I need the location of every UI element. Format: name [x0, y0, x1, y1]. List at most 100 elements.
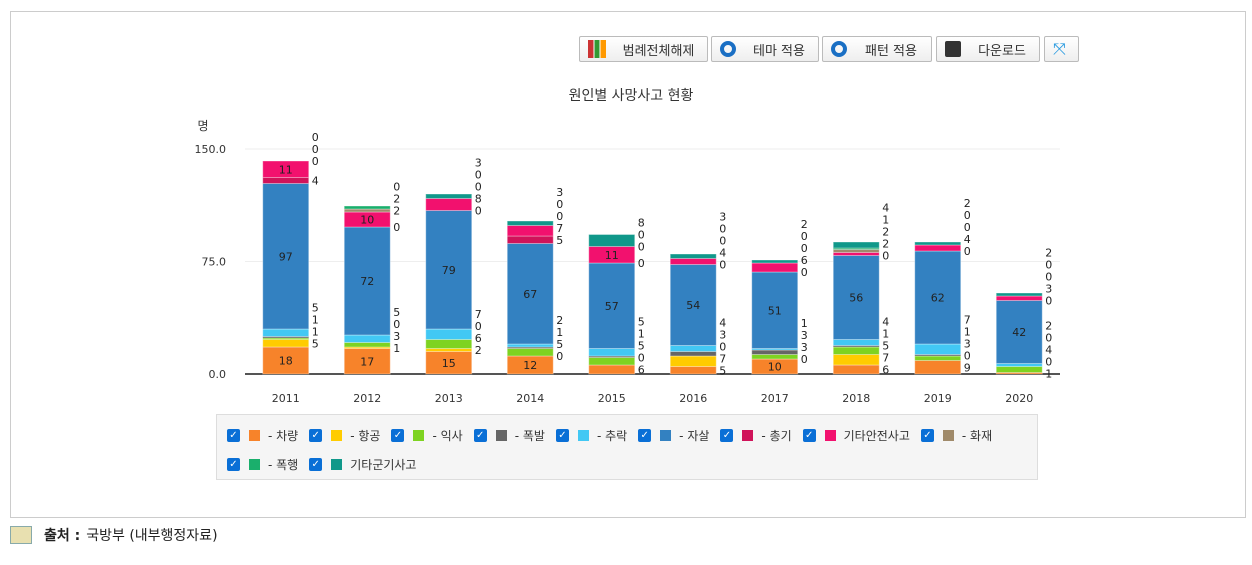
- bar-segment-익사[interactable]: [751, 354, 799, 360]
- bar-segment-폭발[interactable]: [751, 349, 799, 355]
- data-label: 57: [605, 300, 619, 313]
- data-label: 5: [638, 340, 645, 353]
- legend-item-총기[interactable]: ✓ - 총기: [720, 421, 792, 449]
- bar-segment-기타안전사고[interactable]: [914, 244, 962, 252]
- checkbox[interactable]: ✓: [227, 457, 240, 471]
- bar-segment-추락[interactable]: [914, 343, 962, 355]
- checkbox[interactable]: ✓: [227, 428, 240, 442]
- bar-segment-추락[interactable]: [669, 345, 717, 352]
- bar-segment-기타군기사고[interactable]: [669, 253, 717, 259]
- bar-segment-기타군기사고[interactable]: [832, 241, 880, 249]
- bar-segment-폭발[interactable]: [669, 351, 717, 357]
- bar-segment-차량[interactable]: [262, 346, 310, 375]
- bar-segment-익사[interactable]: [506, 348, 554, 357]
- bar-segment-항공[interactable]: [832, 354, 880, 366]
- apply-theme-button[interactable]: 테마 적용: [711, 36, 819, 62]
- checkbox[interactable]: ✓: [309, 457, 323, 471]
- bar-segment-기타군기사고[interactable]: [588, 234, 636, 247]
- data-label: 0: [719, 259, 726, 272]
- y-tick-label: 150.0: [195, 143, 227, 156]
- legend-swatch: [824, 429, 836, 441]
- bar-segment-기타안전사고[interactable]: [995, 295, 1043, 301]
- bar-segment-자살[interactable]: [588, 262, 636, 349]
- fullscreen-button[interactable]: ⤧: [1044, 36, 1079, 62]
- bar-segment-자살[interactable]: [995, 300, 1043, 364]
- bar-segment-익사[interactable]: [995, 366, 1043, 373]
- checkbox[interactable]: ✓: [920, 428, 934, 442]
- x-tick-label: 2013: [435, 392, 463, 405]
- legend-item-익사[interactable]: ✓ - 익사: [391, 421, 463, 449]
- bar-segment-추락[interactable]: [425, 328, 473, 340]
- bar-segment-항공[interactable]: [669, 355, 717, 367]
- checkbox[interactable]: ✓: [309, 428, 323, 442]
- bar-segment-기타군기사고[interactable]: [995, 292, 1043, 297]
- bar-segment-추락[interactable]: [262, 328, 310, 337]
- y-axis-label: 명: [197, 119, 208, 133]
- legend-toggle-all-button[interactable]: 범례전체해제: [579, 36, 708, 62]
- download-button[interactable]: 다운로드: [936, 36, 1040, 62]
- bar-segment-차량[interactable]: [669, 366, 717, 375]
- data-label: 0: [801, 353, 808, 366]
- bar-segment-차량[interactable]: [832, 364, 880, 375]
- bar-segment-기타군기사고[interactable]: [914, 241, 962, 246]
- legend-item-차량[interactable]: ✓ - 차량: [227, 421, 298, 449]
- bar-segment-익사[interactable]: [914, 355, 962, 361]
- bar-segment-기타안전사고[interactable]: [669, 258, 717, 265]
- bar-segment-기타군기사고[interactable]: [751, 259, 799, 264]
- bar-segment-추락[interactable]: [343, 334, 391, 343]
- bar-segment-자살[interactable]: [751, 271, 799, 349]
- bar-segment-기타안전사고[interactable]: [751, 262, 799, 273]
- legend-swatch: [331, 458, 343, 470]
- legend-item-기타군기사고[interactable]: ✓ 기타군기사고: [309, 450, 416, 478]
- data-label: 0: [1045, 295, 1052, 308]
- legend-item-화재[interactable]: ✓ - 화재: [920, 421, 992, 449]
- bar-segment-차량[interactable]: [343, 348, 391, 375]
- data-label: 67: [523, 288, 537, 301]
- bar-segment-자살[interactable]: [262, 183, 310, 330]
- bar-segment-기타군기사고[interactable]: [506, 220, 554, 226]
- legend-item-자살[interactable]: ✓ - 자살: [638, 421, 709, 449]
- bar-segment-익사[interactable]: [588, 357, 636, 366]
- legend-item-폭발[interactable]: ✓ - 폭발: [473, 421, 545, 449]
- bar-segment-기타안전사고[interactable]: [506, 225, 554, 237]
- data-label: 51: [768, 304, 782, 317]
- bar-segment-기타안전사고[interactable]: [425, 198, 473, 211]
- data-label: 2: [1045, 247, 1052, 260]
- checkbox[interactable]: ✓: [391, 428, 405, 442]
- data-label: 4: [719, 316, 726, 329]
- checkbox[interactable]: ✓: [802, 428, 816, 442]
- bar-segment-자살[interactable]: [343, 226, 391, 336]
- bar-segment-추락[interactable]: [588, 348, 636, 357]
- bar-segment-총기[interactable]: [506, 235, 554, 244]
- data-label: 0: [312, 155, 319, 168]
- checkbox[interactable]: ✓: [720, 428, 734, 442]
- bar-segment-폭행[interactable]: [343, 205, 391, 210]
- bar-segment-자살[interactable]: [914, 250, 962, 345]
- bar-segment-기타군기사고[interactable]: [425, 193, 473, 199]
- checkbox[interactable]: ✓: [555, 428, 569, 442]
- bar-segment-기타안전사고[interactable]: [262, 160, 310, 178]
- bar-segment-항공[interactable]: [262, 339, 310, 348]
- bar-segment-총기[interactable]: [262, 177, 310, 184]
- legend-label: - 익사: [432, 428, 463, 443]
- bar-segment-익사[interactable]: [425, 339, 473, 349]
- x-tick-label: 2016: [679, 392, 707, 405]
- bar-segment-자살[interactable]: [425, 210, 473, 330]
- data-label: 3: [801, 329, 808, 342]
- bar-segment-자살[interactable]: [506, 243, 554, 345]
- bar-segment-추락[interactable]: [832, 339, 880, 346]
- bar-segment-자살[interactable]: [832, 255, 880, 340]
- bar-segment-익사[interactable]: [832, 346, 880, 355]
- checkbox[interactable]: ✓: [638, 428, 652, 442]
- legend-item-추락[interactable]: ✓ - 추락: [555, 421, 627, 449]
- bar-segment-차량[interactable]: [588, 364, 636, 375]
- bar-segment-차량[interactable]: [914, 360, 962, 375]
- legend-item-항공[interactable]: ✓ - 항공: [309, 421, 380, 449]
- legend-item-폭행[interactable]: ✓ - 폭행: [227, 450, 298, 478]
- bar-segment-익사[interactable]: [343, 342, 391, 348]
- data-label: 1: [638, 328, 645, 341]
- checkbox[interactable]: ✓: [473, 428, 487, 442]
- data-label: 0: [719, 340, 726, 353]
- legend-item-기타안전사고[interactable]: ✓ 기타안전사고: [802, 421, 910, 449]
- apply-pattern-button[interactable]: 패턴 적용: [822, 36, 932, 62]
